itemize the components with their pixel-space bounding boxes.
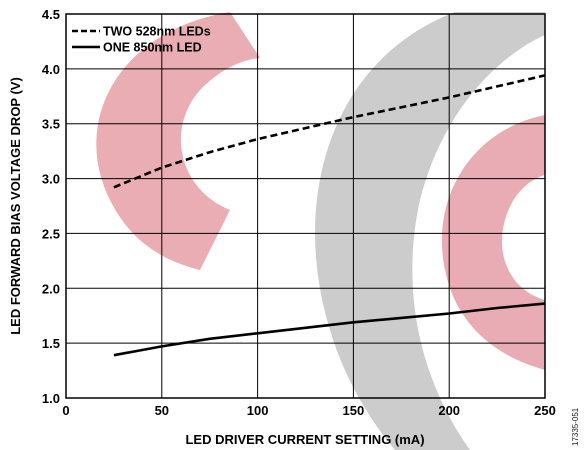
legend: TWO 528nm LEDs ONE 850nm LED	[72, 25, 211, 55]
watermark-pink-arc-right	[441, 115, 545, 370]
y-axis-title: LED FORWARD BIAS VOLTAGE DROP (V)	[8, 77, 23, 335]
x-tick-label: 200	[438, 403, 460, 418]
series-lines	[113, 74, 546, 357]
y-tick-label: 4.0	[42, 62, 60, 77]
watermark-pink-arc-left	[96, 12, 260, 270]
plot-area	[65, 13, 546, 399]
x-tick-label: 0	[62, 403, 69, 418]
y-tick-label: 4.5	[42, 7, 60, 22]
plot-border	[65, 13, 546, 399]
watermark-logo	[96, 12, 545, 450]
y-tick-label: 3.0	[42, 172, 60, 187]
x-tick-labels: 0 50 100 150 200 250	[62, 403, 555, 418]
legend-label-528nm: TWO 528nm LEDs	[103, 25, 211, 39]
y-tick-label: 1.0	[42, 391, 60, 406]
y-tick-label: 2.5	[42, 226, 60, 241]
x-tick-label: 250	[534, 403, 556, 418]
x-tick-label: 100	[247, 403, 269, 418]
figure-id: 17335-051	[571, 407, 580, 446]
x-tick-label: 150	[343, 403, 365, 418]
y-tick-label: 2.0	[42, 281, 60, 296]
watermark-gray-arc	[315, 12, 545, 450]
series-line-850nm	[113, 302, 546, 357]
y-tick-label: 1.5	[42, 336, 60, 351]
legend-label-850nm: ONE 850nm LED	[103, 41, 202, 55]
x-axis-title: LED DRIVER CURRENT SETTING (mA)	[185, 432, 424, 447]
y-tick-label: 3.5	[42, 117, 60, 132]
series-line-528nm	[113, 74, 546, 189]
y-tick-labels: 1.0 1.5 2.0 2.5 3.0 3.5 4.0 4.5	[42, 7, 60, 406]
x-tick-label: 50	[155, 403, 169, 418]
